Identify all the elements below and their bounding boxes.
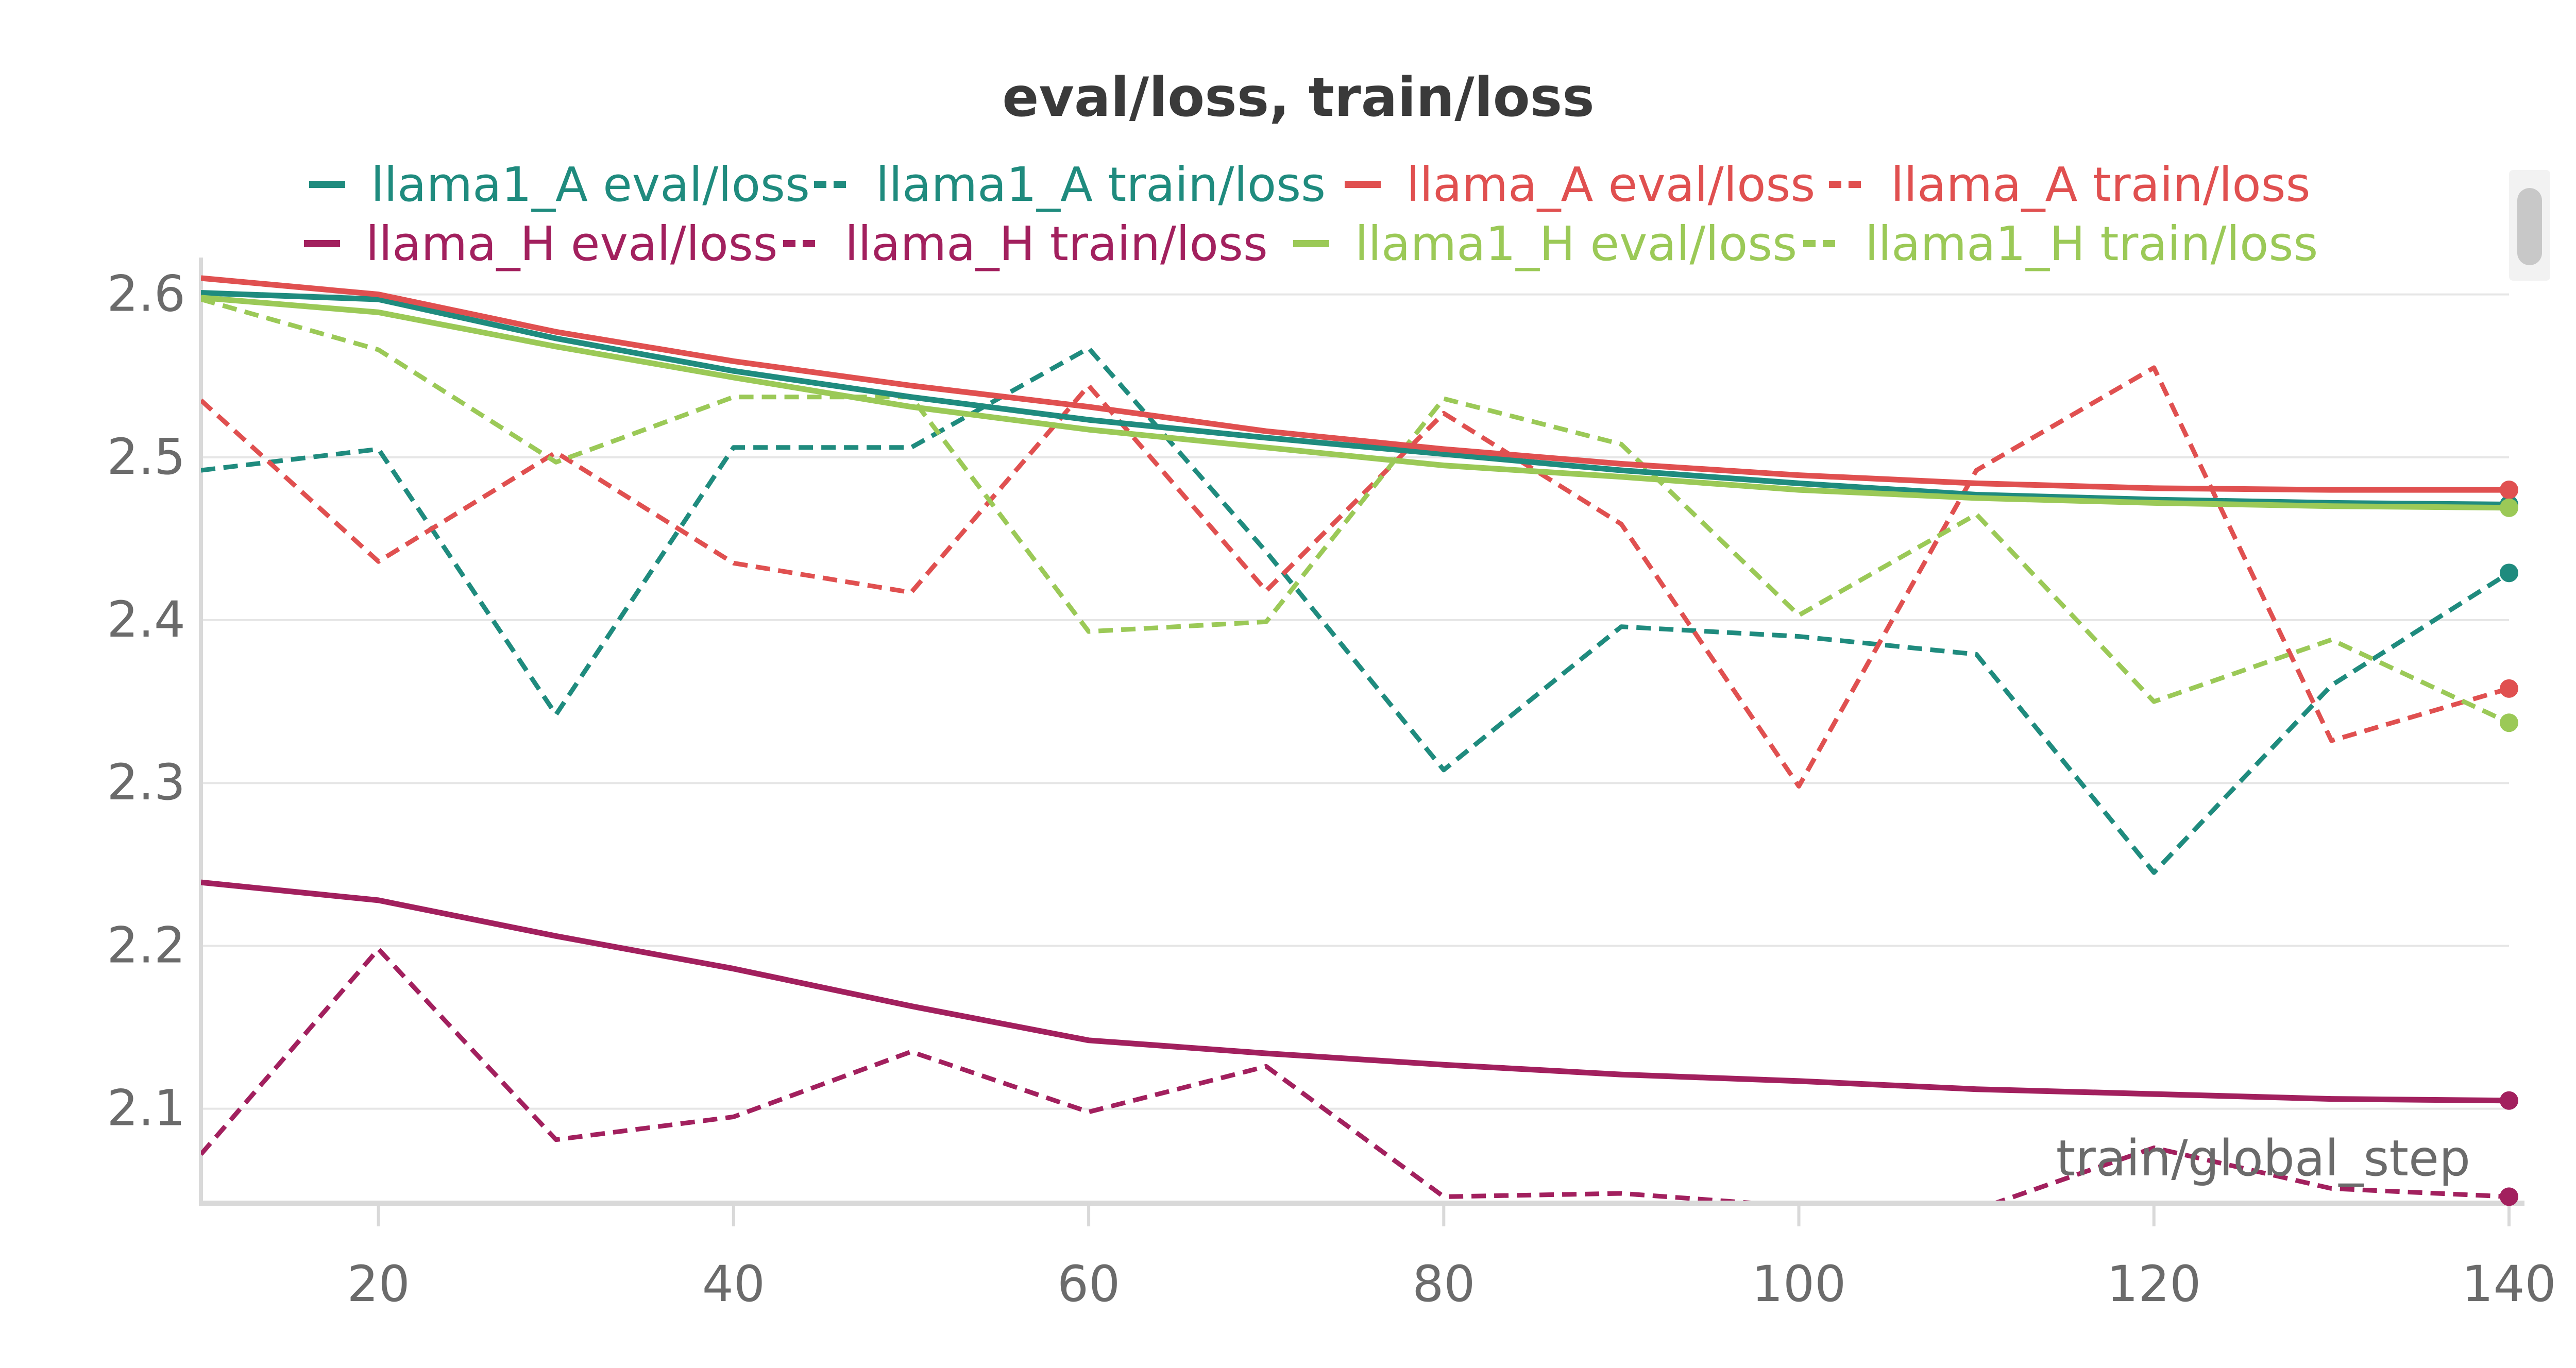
legend-label: llama_H eval/loss xyxy=(366,216,778,271)
legend-item-llama-a-train-loss[interactable]: llama_A train/loss xyxy=(1829,157,2311,212)
legend-item-llama1-h-train-loss[interactable]: llama1_H train/loss xyxy=(1803,216,2318,271)
series-line-llama-h-eval-loss xyxy=(201,879,2510,1104)
x-tick-labels: 20 40 60 80 100 120 140 xyxy=(347,1255,2556,1313)
legend-label: llama_H train/loss xyxy=(845,216,1268,271)
end-point-llama1-h-eval-loss xyxy=(2500,498,2518,517)
legend-item-llama1-a-eval-loss[interactable]: llama1_A eval/loss xyxy=(309,157,810,212)
x-tick-label: 120 xyxy=(2107,1255,2201,1313)
end-point-llama1-h-train-loss xyxy=(2500,713,2518,732)
axes xyxy=(199,258,2524,1226)
end-point-llama-h-train-loss xyxy=(2500,1187,2518,1206)
series-end-points xyxy=(2500,481,2518,1206)
end-point-llama-a-train-loss xyxy=(2500,679,2518,698)
end-point-llama-a-eval-loss xyxy=(2500,481,2518,500)
series-lines xyxy=(201,275,2511,1201)
legend-item-llama-h-eval-loss[interactable]: llama_H eval/loss xyxy=(304,216,778,271)
legend-label: llama_A train/loss xyxy=(1891,157,2311,212)
x-tick-label: 140 xyxy=(2462,1255,2556,1313)
legend-scrollbar[interactable] xyxy=(2509,170,2550,281)
x-tick-label: 80 xyxy=(1412,1255,1475,1313)
y-tick-labels: 2.1 2.2 2.3 2.4 2.5 2.6 xyxy=(107,265,185,1137)
x-tick-label: 40 xyxy=(702,1255,765,1313)
legend-label: llama_A eval/loss xyxy=(1406,157,1815,212)
series-line-llama1-a-train-loss xyxy=(201,346,2511,875)
legend-label: llama1_A eval/loss xyxy=(371,157,810,212)
series-line-llama-h-train-loss xyxy=(201,947,2510,1201)
legend: llama1_A eval/loss llama1_A train/loss lla… xyxy=(304,157,2318,271)
x-tick-label: 60 xyxy=(1057,1255,1120,1313)
legend-item-llama1-a-train-loss[interactable]: llama1_A train/loss xyxy=(814,157,1326,212)
plot-area: 2.1 2.2 2.3 2.4 2.5 2.6 20 40 60 80 100 120 140 xyxy=(107,258,2556,1313)
y-tick-label: 2.6 xyxy=(107,265,185,323)
y-tick-label: 2.1 xyxy=(107,1080,185,1137)
series-line-llama-a-eval-loss xyxy=(201,275,2509,493)
legend-label: llama1_H train/loss xyxy=(1865,216,2318,271)
x-axis-label: train/global_step xyxy=(2056,1130,2470,1187)
y-tick-label: 2.4 xyxy=(107,591,185,648)
series-line-llama1-h-train-loss xyxy=(201,297,2510,725)
y-tick-label: 2.3 xyxy=(107,754,185,811)
x-tick-label: 20 xyxy=(347,1255,410,1313)
legend-label: llama1_A train/loss xyxy=(876,157,1326,212)
legend-item-llama-h-train-loss[interactable]: llama_H train/loss xyxy=(783,216,1268,271)
legend-label: llama1_H eval/loss xyxy=(1355,216,1797,271)
series-line-llama-a-train-loss xyxy=(201,365,2510,789)
series-line-llama1-a-eval-loss xyxy=(201,290,2510,507)
x-tick-label: 100 xyxy=(1752,1255,1846,1313)
end-point-llama-h-eval-loss xyxy=(2500,1091,2518,1110)
y-tick-label: 2.2 xyxy=(107,916,185,974)
y-tick-label: 2.5 xyxy=(107,428,185,486)
legend-item-llama-a-eval-loss[interactable]: llama_A eval/loss xyxy=(1345,157,1815,212)
end-point-llama1-a-train-loss xyxy=(2500,563,2518,583)
legend-item-llama1-h-eval-loss[interactable]: llama1_H eval/loss xyxy=(1293,216,1797,271)
series-line-llama1-h-eval-loss xyxy=(201,295,2510,511)
chart-title: eval/loss, train/loss xyxy=(1002,66,1594,129)
